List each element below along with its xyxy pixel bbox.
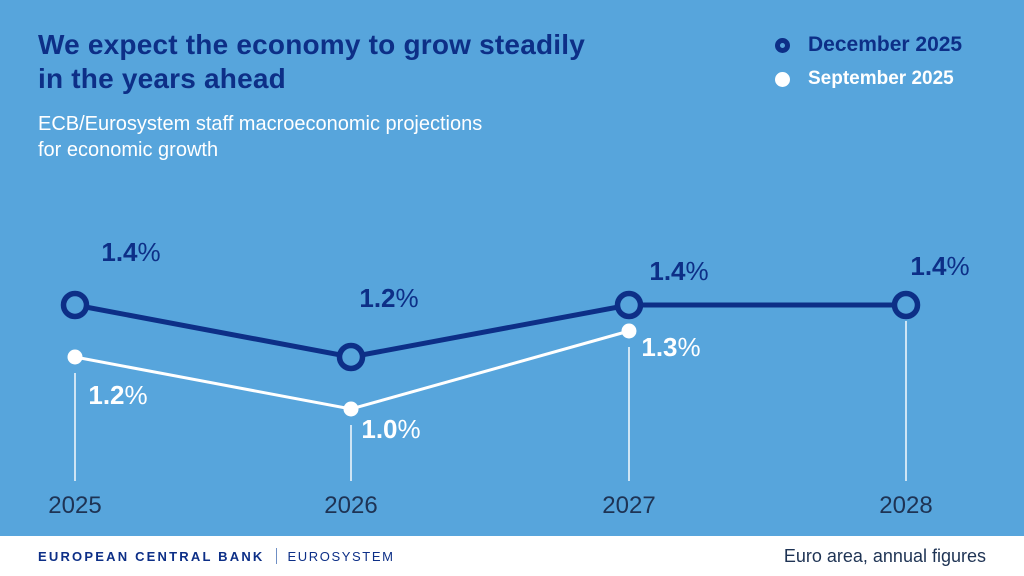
legend-label-december: December 2025 [808, 33, 963, 56]
x-axis-label: 2028 [879, 492, 932, 519]
data-point-december [614, 290, 644, 320]
brand-system: EUROSYSTEM [287, 548, 395, 564]
data-point-september [67, 349, 83, 365]
footer-note: Euro area, annual figures [783, 545, 986, 566]
data-point-december [60, 290, 90, 320]
x-axis-label: 2026 [324, 492, 377, 519]
x-axis-label: 2027 [602, 492, 655, 519]
legend-label-september: September 2025 [808, 68, 954, 89]
header: We expect the economy to grow steadily i… [38, 28, 728, 164]
data-point-december [336, 342, 366, 372]
value-label: 1.3% [641, 332, 700, 362]
series-line-december [74, 302, 906, 360]
marker-box [768, 37, 796, 53]
open-circle-marker-icon [774, 37, 790, 53]
footer-bar: EUROPEAN CENTRAL BANK EUROSYSTEM Euro ar… [0, 536, 1024, 576]
data-point-september [343, 401, 359, 417]
brand-divider [275, 548, 277, 564]
brand-name: EUROPEAN CENTRAL BANK [38, 548, 265, 564]
value-label: 1.2% [88, 380, 147, 410]
x-axis-label: 2025 [48, 492, 101, 519]
filled-dot-marker-icon [774, 71, 790, 87]
value-label: 1.2% [359, 283, 418, 313]
page-subtitle: ECB/Eurosystem staff macroeconomic proje… [38, 113, 483, 161]
chart-legend: December 2025 September 2025 [768, 33, 962, 90]
value-label: 1.4% [910, 251, 969, 281]
legend-item-september: September 2025 [768, 68, 962, 90]
ecb-logo: EUROPEAN CENTRAL BANK EUROSYSTEM [38, 548, 395, 564]
value-label: 1.0% [361, 414, 420, 444]
data-point-september [621, 323, 637, 339]
marker-box [768, 71, 796, 87]
legend-item-december: December 2025 [768, 33, 962, 57]
page-title: We expect the economy to grow steadily i… [38, 29, 585, 95]
value-label: 1.4% [649, 256, 708, 286]
value-label: 1.4% [101, 237, 160, 267]
data-point-december [891, 290, 921, 320]
